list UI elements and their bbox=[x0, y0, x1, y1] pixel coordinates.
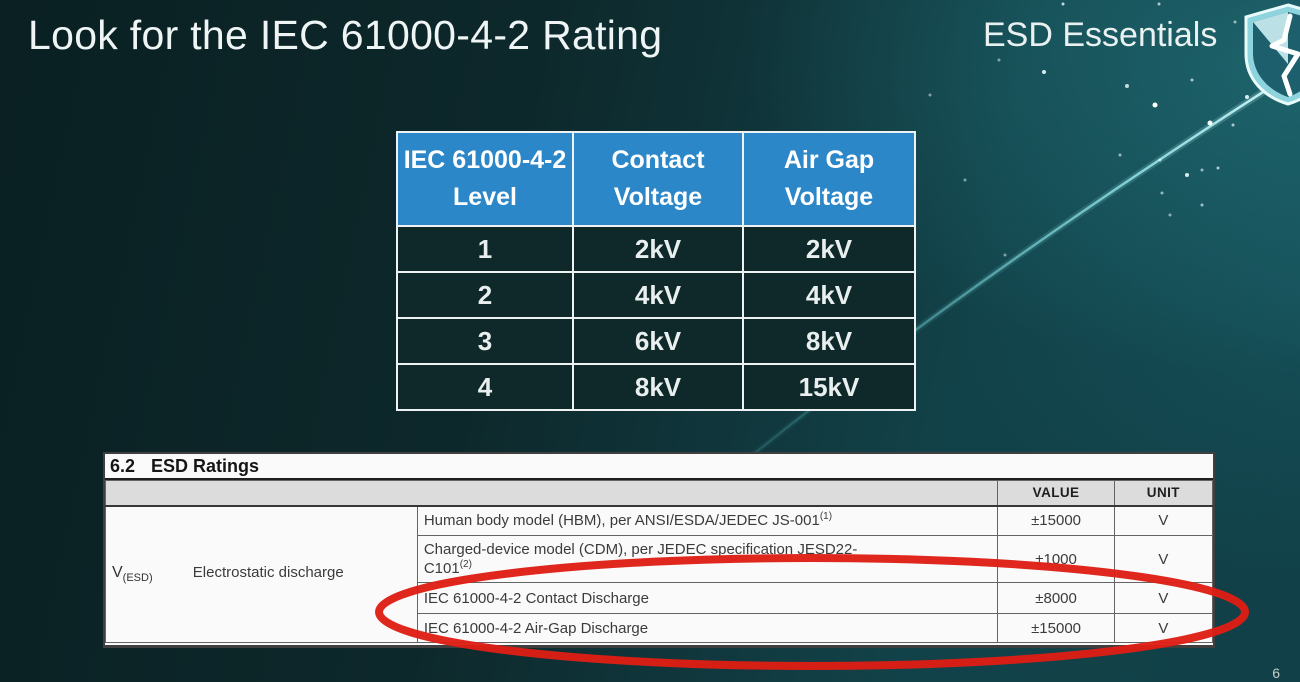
description-cell: Charged-device model (CDM), per JEDEC sp… bbox=[416, 535, 999, 583]
value-column-header: VALUE bbox=[997, 480, 1115, 507]
airgap-voltage-cell: 4kV bbox=[742, 271, 916, 319]
airgap-voltage-cell: 8kV bbox=[742, 317, 916, 365]
datasheet-section-title: 6.2 ESD Ratings bbox=[105, 454, 1213, 480]
unit-column-header: UNIT bbox=[1113, 480, 1214, 507]
parameter-label: Electrostatic discharge bbox=[192, 564, 344, 582]
datasheet-panel: 6.2 ESD Ratings VALUE UNIT V(ESD) Electr… bbox=[103, 452, 1215, 648]
description-cell: Human body model (HBM), per ANSI/ESDA/JE… bbox=[416, 505, 999, 536]
unit-cell: V bbox=[1113, 582, 1214, 614]
contact-voltage-cell: 2kV bbox=[572, 225, 744, 273]
page-number: 6 bbox=[1272, 665, 1280, 681]
airgap-voltage-cell: 2kV bbox=[742, 225, 916, 273]
empty-header-cell bbox=[104, 480, 999, 507]
iec-levels-table: IEC 61000-4-2 Level Contact Voltage Air … bbox=[396, 131, 916, 411]
value-cell: ±1000 bbox=[997, 535, 1115, 583]
contact-voltage-cell: 6kV bbox=[572, 317, 744, 365]
levels-col-header-contact: Contact Voltage bbox=[572, 131, 744, 227]
symbol-parameter-cell: V(ESD) Electrostatic discharge bbox=[105, 505, 418, 643]
shield-heartbeat-icon bbox=[1240, 2, 1300, 106]
section-number: 6.2 bbox=[110, 455, 136, 476]
description-cell: IEC 61000-4-2 Contact Discharge bbox=[416, 582, 999, 614]
level-cell: 4 bbox=[396, 363, 574, 411]
datasheet-header-row: VALUE UNIT bbox=[104, 480, 1214, 507]
unit-cell: V bbox=[1113, 505, 1214, 536]
contact-voltage-cell: 8kV bbox=[572, 363, 744, 411]
airgap-voltage-cell: 15kV bbox=[742, 363, 916, 411]
table-row: 3 6kV 8kV bbox=[396, 317, 916, 365]
table-row-hbm: V(ESD) Electrostatic discharge Human bod… bbox=[105, 505, 1214, 643]
value-cell: ±15000 bbox=[997, 613, 1115, 643]
value-cell: ±15000 bbox=[997, 505, 1115, 536]
unit-cell: V bbox=[1113, 535, 1214, 583]
symbol: V(ESD) bbox=[112, 564, 153, 585]
level-cell: 1 bbox=[396, 225, 574, 273]
brand-group: ESD Essentials bbox=[983, 16, 1217, 55]
description-cell: IEC 61000-4-2 Air-Gap Discharge bbox=[416, 613, 999, 643]
contact-voltage-cell: 4kV bbox=[572, 271, 744, 319]
levels-header-row: IEC 61000-4-2 Level Contact Voltage Air … bbox=[396, 131, 916, 227]
table-row: 4 8kV 15kV bbox=[396, 363, 916, 411]
level-cell: 2 bbox=[396, 271, 574, 319]
value-cell: ±8000 bbox=[997, 582, 1115, 614]
datasheet-table: VALUE UNIT V(ESD) Electrostatic discharg… bbox=[104, 480, 1214, 643]
table-row: 1 2kV 2kV bbox=[396, 225, 916, 273]
slide-title: Look for the IEC 61000-4-2 Rating bbox=[28, 12, 663, 58]
levels-col-header-level: IEC 61000-4-2 Level bbox=[396, 131, 574, 227]
section-name: ESD Ratings bbox=[151, 455, 260, 476]
level-cell: 3 bbox=[396, 317, 574, 365]
unit-cell: V bbox=[1113, 613, 1214, 643]
table-row: 2 4kV 4kV bbox=[396, 271, 916, 319]
stars-decoration bbox=[928, 2, 1249, 257]
levels-col-header-airgap: Air Gap Voltage bbox=[742, 131, 916, 227]
brand-label: ESD Essentials bbox=[983, 16, 1218, 54]
